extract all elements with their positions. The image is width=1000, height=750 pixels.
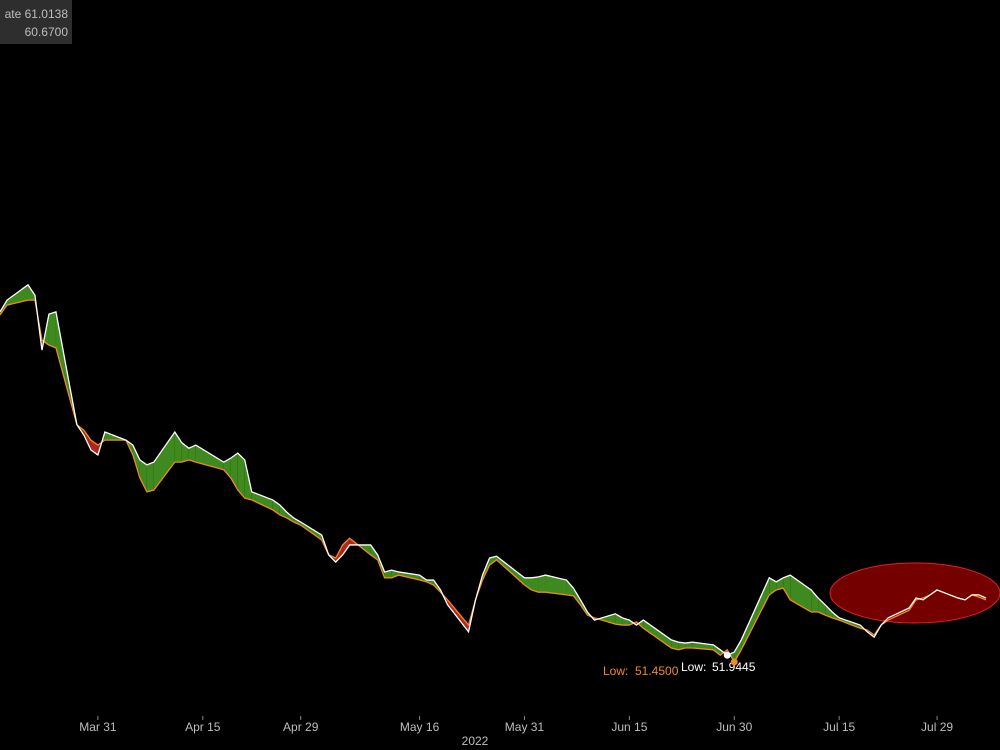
fill-band xyxy=(48,311,56,348)
fill-band xyxy=(146,462,154,492)
highlight-ellipse xyxy=(829,562,1000,624)
fill-band xyxy=(174,432,182,463)
annotation-value: 51.4500 xyxy=(635,664,679,678)
fill-band xyxy=(811,589,819,612)
fill-band xyxy=(638,620,644,629)
fill-band xyxy=(447,599,469,632)
fill-band xyxy=(6,284,28,306)
fill-band xyxy=(279,504,287,518)
fill-band xyxy=(153,432,175,491)
low-marker xyxy=(723,651,731,659)
legend-entry: 60.6700 xyxy=(25,25,69,39)
fill-band xyxy=(496,556,525,585)
annotation-label: Low: xyxy=(681,660,706,674)
x-tick-label: Jun 30 xyxy=(716,720,752,734)
fill-band xyxy=(598,613,616,625)
x-tick-label: Apr 15 xyxy=(185,720,221,734)
fill-band xyxy=(818,598,826,616)
fill-band xyxy=(286,512,294,522)
fill-band xyxy=(566,580,574,596)
fill-band xyxy=(370,544,378,560)
fill-band xyxy=(734,639,742,662)
fill-band xyxy=(132,445,140,478)
x-tick-label: Jun 15 xyxy=(611,720,647,734)
fill-band xyxy=(713,644,721,656)
x-tick-label: May 16 xyxy=(400,720,440,734)
fill-band xyxy=(237,453,245,499)
fill-band xyxy=(825,604,833,618)
fill-band xyxy=(139,459,147,492)
x-tick-label: Apr 29 xyxy=(283,720,319,734)
x-tick-label: Jul 29 xyxy=(921,720,953,734)
fill-band xyxy=(741,577,770,650)
annotation-value: 51.9445 xyxy=(712,660,756,674)
fill-band xyxy=(293,517,301,526)
line-series xyxy=(0,299,987,664)
legend-box xyxy=(0,0,72,44)
fill-band xyxy=(685,642,693,648)
fill-band xyxy=(27,284,35,301)
fill-band xyxy=(538,575,546,593)
line-series xyxy=(0,283,987,656)
fill-band xyxy=(531,576,539,593)
fill-band xyxy=(489,556,497,566)
fill-band xyxy=(615,613,623,626)
fill-band xyxy=(671,639,679,650)
fill-band xyxy=(643,620,672,648)
fill-band xyxy=(545,575,567,595)
fill-band xyxy=(524,577,532,590)
fill-band xyxy=(783,575,791,600)
x-tick-label: Mar 31 xyxy=(79,720,117,734)
x-tick-label: May 31 xyxy=(505,720,545,734)
legend-entry: ate 61.0138 xyxy=(5,7,69,21)
fill-band xyxy=(398,571,420,581)
x-tick-label: Jul 15 xyxy=(823,720,855,734)
fill-band xyxy=(342,538,350,555)
fill-band xyxy=(223,458,231,478)
fill-band xyxy=(251,491,273,510)
annotation-label: Low: xyxy=(603,664,628,678)
low-marker xyxy=(730,658,738,666)
x-axis-label: 2022 xyxy=(462,734,489,748)
fill-band xyxy=(188,445,196,463)
